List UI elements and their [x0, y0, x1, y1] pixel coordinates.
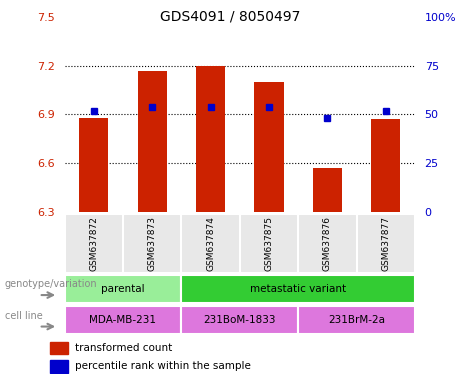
Text: 231BoM-1833: 231BoM-1833 — [203, 315, 276, 325]
Text: GSM637875: GSM637875 — [265, 216, 273, 271]
Bar — [181, 275, 415, 303]
Text: percentile rank within the sample: percentile rank within the sample — [76, 361, 251, 371]
Bar — [65, 306, 181, 334]
Bar — [298, 306, 415, 334]
Bar — [181, 214, 240, 273]
Text: GSM637874: GSM637874 — [206, 216, 215, 271]
Bar — [181, 306, 298, 334]
Bar — [79, 118, 108, 212]
Bar — [137, 71, 167, 212]
Text: 231BrM-2a: 231BrM-2a — [328, 315, 385, 325]
Text: genotype/variation: genotype/variation — [5, 279, 97, 289]
Bar — [50, 342, 68, 354]
Bar — [356, 214, 415, 273]
Bar — [298, 214, 356, 273]
Bar — [196, 66, 225, 212]
Text: transformed count: transformed count — [76, 343, 173, 353]
Bar — [371, 119, 400, 212]
Bar — [123, 214, 181, 273]
Text: GSM637872: GSM637872 — [89, 216, 98, 271]
Text: GDS4091 / 8050497: GDS4091 / 8050497 — [160, 10, 301, 23]
Bar — [313, 168, 342, 212]
Bar — [65, 275, 181, 303]
Text: GSM637876: GSM637876 — [323, 216, 332, 271]
Text: parental: parental — [101, 284, 145, 294]
Bar — [50, 360, 68, 372]
Text: cell line: cell line — [5, 311, 42, 321]
Text: metastatic variant: metastatic variant — [250, 284, 346, 294]
Bar — [240, 214, 298, 273]
Text: GSM637873: GSM637873 — [148, 216, 157, 271]
Bar — [254, 82, 284, 212]
Bar — [65, 214, 123, 273]
Text: MDA-MB-231: MDA-MB-231 — [89, 315, 156, 325]
Text: GSM637877: GSM637877 — [381, 216, 390, 271]
